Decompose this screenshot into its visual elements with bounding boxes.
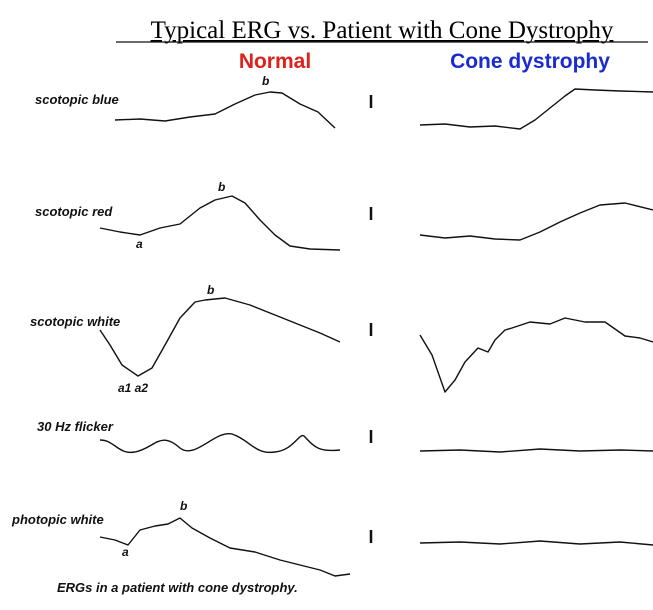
row-label: scotopic red (35, 204, 113, 219)
column-header: Normal (239, 50, 311, 73)
wave-label: b (180, 499, 187, 513)
wave-label: a1 a2 (118, 381, 148, 395)
row-label: photopic white (11, 512, 104, 527)
wave-label: a (136, 237, 143, 251)
row-label: scotopic white (30, 314, 120, 329)
title: Typical ERG vs. Patient with Cone Dystro… (151, 17, 614, 44)
wave-label: b (262, 74, 269, 88)
caption: ERGs in a patient with cone dystrophy. (57, 580, 298, 595)
wave-label: a (122, 545, 129, 559)
wave-label: b (207, 283, 214, 297)
wave-label: b (218, 180, 225, 194)
row-label: 30 Hz flicker (37, 419, 114, 434)
column-header: Cone dystrophy (450, 50, 610, 73)
row-label: scotopic blue (35, 92, 119, 107)
waveforms (99, 88, 653, 577)
